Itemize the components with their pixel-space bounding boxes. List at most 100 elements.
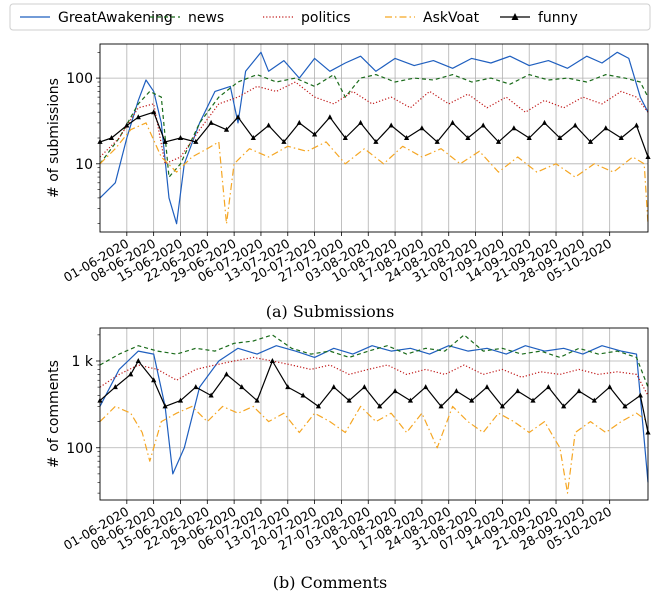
point-funny (465, 135, 471, 140)
point-funny (223, 126, 230, 132)
point-funny (423, 384, 429, 390)
point-funny (572, 122, 578, 128)
point-funny (151, 377, 157, 383)
axes-submissions: 01-06-202008-06-202015-06-202022-06-2020… (61, 43, 649, 285)
legend-item-news: news (150, 10, 224, 26)
point-funny (162, 138, 168, 144)
point-funny (151, 109, 157, 115)
point-funny (128, 371, 134, 377)
axes-frame (99, 43, 649, 233)
point-funny (576, 388, 582, 394)
point-funny (438, 403, 444, 409)
point-funny (108, 135, 115, 140)
point-funny (124, 122, 130, 128)
point-funny (561, 403, 567, 409)
point-funny (495, 138, 502, 144)
point-funny (557, 135, 563, 140)
point-funny (373, 138, 379, 144)
series-AskVoat (99, 122, 649, 225)
point-funny (480, 122, 486, 128)
point-funny (135, 114, 141, 120)
point-funny (633, 122, 640, 128)
point-funny (177, 397, 184, 403)
point-funny (254, 397, 260, 403)
point-funny (342, 135, 348, 140)
legend-item-GreatAwakening: GreatAwakening (20, 10, 173, 26)
y-tick-label: 100 (66, 71, 93, 87)
y-tick-label: 10 (75, 157, 93, 173)
point-funny (407, 397, 413, 403)
y-axis-label-comments: # of comments (46, 360, 62, 468)
point-funny (193, 138, 199, 144)
point-funny (545, 384, 551, 390)
panel-comments: 01-06-202008-06-202015-06-202022-06-2020… (46, 327, 651, 592)
axes-comments: 01-06-202008-06-202015-06-202022-06-2020… (61, 327, 649, 553)
legend-marker-funny (511, 13, 519, 20)
point-funny (541, 119, 548, 125)
point-funny (281, 138, 287, 144)
point-funny (162, 403, 168, 409)
point-funny (637, 392, 643, 398)
legend-label-politics: politics (301, 10, 351, 26)
series-politics (99, 356, 649, 396)
point-funny (450, 119, 456, 125)
legend: GreatAwakening news politics AskVoat funny (9, 3, 651, 31)
point-funny (223, 371, 230, 377)
point-funny (327, 114, 333, 120)
point-funny (285, 384, 291, 390)
legend-label-AskVoat: AskVoat (423, 10, 480, 26)
legend-label-news: news (188, 10, 224, 26)
grid-comments (100, 328, 648, 500)
point-funny (315, 403, 321, 409)
point-funny (250, 135, 256, 140)
point-funny (603, 125, 609, 131)
point-funny (112, 384, 118, 390)
series-funny (99, 360, 649, 433)
point-funny (361, 384, 367, 390)
y-tick-label: 1 k (72, 354, 94, 370)
point-funny (607, 384, 613, 390)
point-funny (591, 397, 597, 403)
series-news (99, 334, 649, 388)
point-funny (511, 125, 517, 131)
point-funny (346, 397, 352, 403)
caption-comments: (b) Comments (273, 573, 387, 592)
point-funny (392, 388, 398, 394)
point-funny (622, 403, 628, 409)
point-funny (312, 131, 318, 137)
point-funny (239, 384, 245, 390)
series-AskVoat (99, 405, 649, 494)
point-funny (358, 119, 364, 125)
series-funny (99, 111, 649, 158)
series-politics (99, 81, 649, 165)
point-funny (193, 384, 199, 390)
point-funny (208, 119, 214, 125)
point-funny (388, 122, 394, 128)
point-funny (377, 403, 383, 409)
series-submissions (97, 51, 651, 225)
series-comments (97, 334, 651, 494)
point-funny (331, 384, 337, 390)
point-funny (434, 138, 440, 144)
series-news (99, 74, 649, 178)
point-funny (419, 125, 425, 131)
panel-submissions: 01-06-202008-06-202015-06-202022-06-2020… (46, 43, 651, 321)
point-funny (515, 388, 521, 394)
caption-submissions: (a) Submissions (266, 302, 395, 321)
point-funny (177, 135, 184, 140)
legend-label-funny: funny (538, 10, 578, 26)
point-funny (300, 392, 306, 398)
point-funny (469, 397, 475, 403)
point-funny (530, 397, 536, 403)
point-funny (499, 403, 505, 409)
point-funny (208, 392, 214, 398)
point-funny (526, 135, 532, 140)
point-funny (269, 358, 275, 363)
point-funny (453, 388, 459, 394)
legend-item-funny: funny (500, 10, 578, 26)
legend-item-politics: politics (263, 10, 351, 26)
legend-label-GreatAwakening: GreatAwakening (58, 10, 173, 26)
point-funny (587, 138, 594, 144)
